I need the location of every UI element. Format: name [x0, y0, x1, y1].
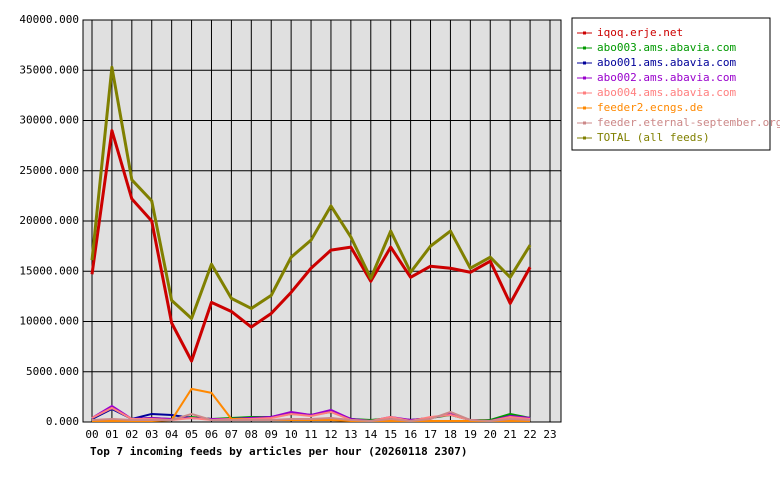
y-tick-label: 5000.000 — [26, 365, 79, 378]
x-tick-label: 16 — [404, 428, 417, 441]
x-tick-label: 15 — [384, 428, 397, 441]
y-tick-label: 35000.000 — [19, 63, 79, 76]
legend-dot — [583, 121, 586, 125]
x-tick-label: 04 — [165, 428, 179, 441]
legend-dot — [583, 61, 586, 65]
legend-dot — [583, 106, 586, 110]
x-tick-label: 14 — [364, 428, 378, 441]
x-tick-label: 18 — [444, 428, 457, 441]
chart-title: Top 7 incoming feeds by articles per hou… — [90, 445, 468, 458]
legend-label: TOTAL (all feeds) — [597, 131, 710, 144]
y-tick-label: 0.000 — [46, 415, 79, 428]
series-line — [91, 410, 531, 422]
x-tick-label: 13 — [344, 428, 357, 441]
legend-label: iqoq.erje.net — [597, 26, 683, 39]
x-tick-label: 21 — [504, 428, 517, 441]
y-tick-label: 15000.000 — [19, 264, 79, 277]
series-line — [90, 65, 532, 320]
legend-label: abo001.ams.abavia.com — [597, 56, 736, 69]
legend-label: feeder.eternal-september.org — [597, 116, 780, 129]
y-tick-label: 30000.000 — [19, 114, 79, 127]
legend-label: abo004.ams.abavia.com — [597, 86, 736, 99]
y-tick-label: 25000.000 — [19, 164, 79, 177]
legend-label: feeder2.ecngs.de — [597, 101, 703, 114]
x-tick-label: 09 — [265, 428, 278, 441]
x-tick-label: 07 — [225, 428, 238, 441]
x-tick-label: 20 — [484, 428, 497, 441]
x-tick-label: 01 — [105, 428, 118, 441]
y-tick-label: 20000.000 — [19, 214, 79, 227]
x-tick-label: 00 — [85, 428, 98, 441]
legend-box — [571, 17, 771, 151]
y-tick-label: 40000.000 — [19, 13, 79, 26]
legend-dot — [583, 91, 586, 95]
legend-label: abo002.ams.abavia.com — [597, 71, 736, 84]
x-tick-label: 06 — [205, 428, 218, 441]
x-tick-label: 19 — [464, 428, 477, 441]
x-tick-label: 22 — [523, 428, 536, 441]
legend-dot — [583, 136, 586, 140]
x-tick-label: 02 — [125, 428, 138, 441]
series-line — [90, 129, 532, 363]
legend-dot — [583, 46, 586, 50]
legend-dot — [583, 76, 586, 80]
x-tick-label: 23 — [543, 428, 556, 441]
x-tick-label: 05 — [185, 428, 198, 441]
x-tick-label: 03 — [145, 428, 158, 441]
x-tick-label: 08 — [245, 428, 258, 441]
x-tick-label: 11 — [304, 428, 317, 441]
y-tick-label: 10000.000 — [19, 315, 79, 328]
x-tick-label: 10 — [285, 428, 298, 441]
x-tick-label: 17 — [424, 428, 437, 441]
legend-label: abo003.ams.abavia.com — [597, 41, 736, 54]
x-tick-label: 12 — [324, 428, 337, 441]
legend-dot — [583, 31, 586, 35]
